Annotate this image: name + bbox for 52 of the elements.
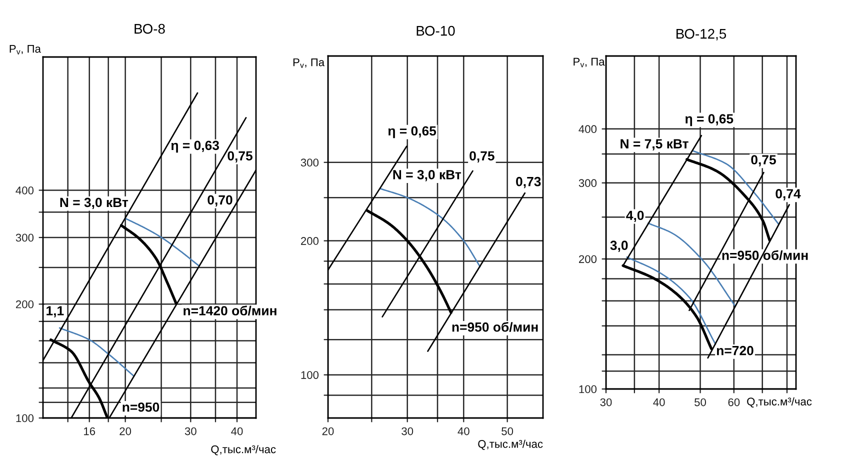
annotation: 0,73 (516, 176, 541, 188)
chart-title: ВО-12,5 (676, 28, 726, 40)
annotation: 4,0 (626, 210, 644, 222)
x-tick-label: 50 (694, 398, 706, 406)
y-axis-title: P$_{v}$, Па (574, 58, 605, 68)
annotation: n=720 (716, 346, 754, 356)
annotation: η = 0,65 (685, 114, 734, 126)
x-tick-label: 40 (653, 398, 665, 406)
chart-title: ВО-10 (416, 26, 455, 36)
y-tick-label: 300 (300, 158, 319, 167)
x-axis-title: Q,тыс.м³/час (747, 397, 812, 408)
x-axis-title: Q,тыс.м³/час (478, 440, 543, 450)
x-tick-label: 50 (502, 427, 514, 436)
x-tick-label: 40 (458, 427, 470, 436)
x-axis-title: Q,тыс.м³/час (211, 445, 276, 456)
annotation: 0,75 (228, 151, 252, 162)
annotation: N = 3,0 кВт (393, 170, 462, 182)
x-tick-label: 20 (120, 427, 132, 436)
y-tick-label: 300 (578, 179, 597, 188)
annotation: 0,74 (776, 189, 801, 200)
x-tick-label: 40 (231, 427, 243, 436)
y-axis-title: P$_{v}$, Па (10, 44, 41, 54)
annotation: 3,0 (610, 240, 628, 252)
y-tick-label: 300 (16, 234, 34, 242)
x-tick-label: 20 (322, 427, 334, 436)
x-tick-label: 30 (184, 427, 196, 436)
y-tick-label: 200 (300, 237, 319, 245)
y-tick-label: 100 (301, 371, 319, 379)
annotation: n=950 (122, 402, 160, 412)
annotation: 0,70 (208, 195, 232, 206)
y-tick-label: 100 (16, 414, 34, 422)
y-tick-label: 200 (16, 300, 34, 308)
x-tick-label: 16 (84, 427, 96, 436)
y-axis-title: P$_{v}$, Па (293, 58, 325, 68)
x-tick-label: 30 (402, 427, 414, 436)
annotation: 1,1 (46, 306, 64, 318)
annotation: n=1420 об/мин (184, 306, 276, 316)
y-tick-label: 400 (16, 186, 34, 194)
x-tick-label: 60 (728, 398, 740, 406)
annotation: η = 0,65 (388, 126, 436, 138)
x-tick-label: 30 (600, 398, 612, 406)
annotation: 0,75 (751, 155, 776, 166)
y-tick-label: 200 (578, 255, 597, 264)
annotation: N = 3,0 кВт (60, 198, 128, 210)
annotation: n=950 об/мин (452, 322, 538, 332)
annotation: n=950 об/мин (722, 250, 808, 260)
annotation: 0,75 (470, 151, 494, 162)
y-tick-label: 400 (578, 125, 597, 134)
y-tick-label: 100 (579, 385, 597, 394)
annotation: η = 0,63 (171, 140, 219, 153)
annotation: N = 7,5 кВт (620, 139, 688, 150)
chart-title: ВО-8 (134, 24, 165, 34)
